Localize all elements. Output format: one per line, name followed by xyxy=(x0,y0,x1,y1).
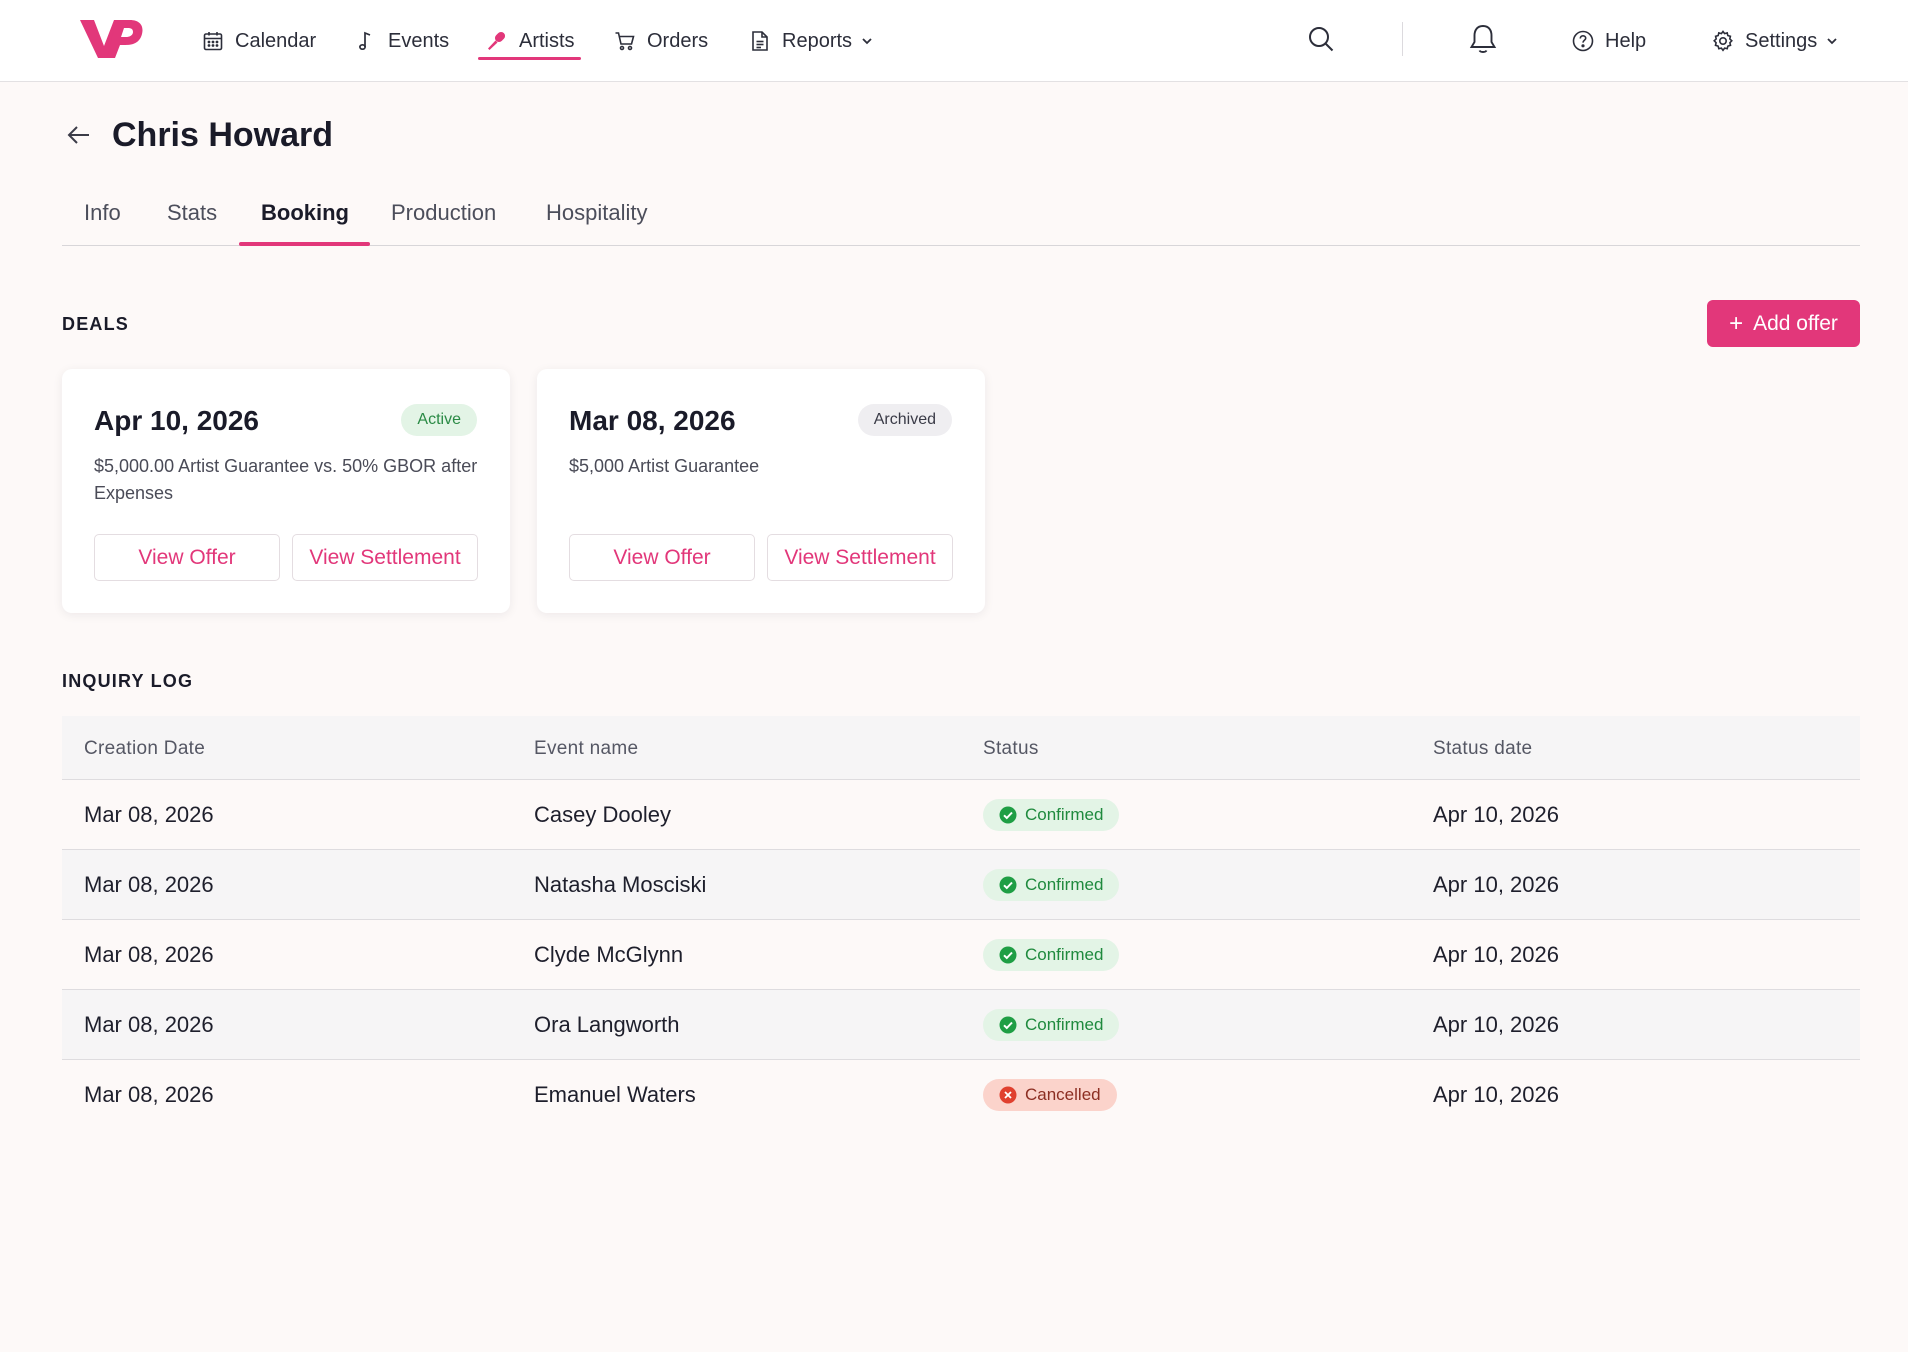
check-circle-icon xyxy=(999,806,1017,824)
event-name-cell: Ora Langworth xyxy=(534,1012,680,1037)
page-title: Chris Howard xyxy=(112,116,334,154)
inquiry-log-section-title: INQUIRY LOG xyxy=(62,671,194,691)
column-header-creation-date[interactable]: Creation Date xyxy=(84,738,206,759)
tab-production[interactable]: Production xyxy=(391,200,497,225)
bell-icon xyxy=(1469,25,1497,53)
active-nav-indicator xyxy=(478,57,581,60)
search-button[interactable] xyxy=(1306,24,1336,54)
arrow-left-icon xyxy=(67,126,89,144)
nav-events-label: Events xyxy=(388,29,450,52)
top-navigation-bar: Calendar Events Artists Orders Reports xyxy=(0,0,1908,82)
event-name-cell: Natasha Mosciski xyxy=(534,872,707,897)
column-header-status[interactable]: Status xyxy=(983,738,1039,759)
notifications-button[interactable] xyxy=(1468,22,1498,56)
creation-date-cell: Mar 08, 2026 xyxy=(84,1082,214,1107)
search-icon xyxy=(1309,27,1334,52)
table-row[interactable]: Mar 08, 2026 Emanuel Waters Cancelled Ap… xyxy=(62,1060,1860,1130)
back-button[interactable] xyxy=(64,120,94,150)
microphone-icon xyxy=(485,29,509,53)
help-label: Help xyxy=(1605,29,1647,52)
tab-stats[interactable]: Stats xyxy=(167,200,218,225)
x-circle-icon xyxy=(999,1086,1017,1104)
deal-description: $5,000.00 Artist Guarantee vs. 50% GBOR … xyxy=(94,456,478,503)
creation-date-cell: Mar 08, 2026 xyxy=(84,802,214,827)
deals-section-title: DEALS xyxy=(62,314,130,334)
music-note-icon xyxy=(354,29,378,53)
cart-icon xyxy=(613,29,637,53)
table-row[interactable]: Mar 08, 2026 Ora Langworth Confirmed Apr… xyxy=(62,990,1860,1060)
event-name-cell: Clyde McGlynn xyxy=(534,942,684,967)
document-icon xyxy=(748,29,772,53)
column-header-event-name[interactable]: Event name xyxy=(534,738,639,759)
status-badge: Confirmed xyxy=(983,939,1120,971)
nav-artists-label: Artists xyxy=(519,29,575,52)
column-header-status-date[interactable]: Status date xyxy=(1433,738,1533,759)
status-badge: Confirmed xyxy=(983,869,1120,901)
nav-calendar-label: Calendar xyxy=(235,29,317,52)
check-circle-icon xyxy=(999,1016,1017,1034)
status-label: Confirmed xyxy=(1025,875,1104,894)
table-row[interactable]: Mar 08, 2026 Natasha Mosciski Confirmed … xyxy=(62,850,1860,920)
add-offer-button[interactable]: + Add offer xyxy=(1707,300,1860,347)
nav-divider xyxy=(1402,22,1403,56)
help-circle-icon xyxy=(1571,29,1595,53)
status-label: Confirmed xyxy=(1025,805,1104,824)
chevron-down-icon xyxy=(1825,34,1839,48)
creation-date-cell: Mar 08, 2026 xyxy=(84,872,214,897)
view-settlement-button[interactable]: View Settlement xyxy=(767,534,953,581)
creation-date-cell: Mar 08, 2026 xyxy=(84,942,214,967)
tab-booking[interactable]: Booking xyxy=(261,200,349,225)
nav-reports[interactable]: Reports xyxy=(748,22,874,60)
status-date-cell: Apr 10, 2026 xyxy=(1433,1082,1559,1107)
add-offer-label: Add offer xyxy=(1753,311,1838,335)
status-badge: Archived xyxy=(857,404,952,436)
status-date-cell: Apr 10, 2026 xyxy=(1433,1012,1559,1037)
gear-icon xyxy=(1711,29,1735,53)
table-row[interactable]: Mar 08, 2026 Casey Dooley Confirmed Apr … xyxy=(62,780,1860,850)
event-name-cell: Casey Dooley xyxy=(534,802,671,827)
tab-info[interactable]: Info xyxy=(84,200,121,225)
view-settlement-button[interactable]: View Settlement xyxy=(292,534,478,581)
active-tab-indicator xyxy=(239,242,370,246)
status-badge: Confirmed xyxy=(983,799,1120,831)
nav-orders-label: Orders xyxy=(647,29,709,52)
view-offer-button[interactable]: View Offer xyxy=(569,534,755,581)
table-header: Creation Date Event name Status Status d… xyxy=(62,716,1860,780)
nav-reports-label: Reports xyxy=(782,29,853,52)
table-row[interactable]: Mar 08, 2026 Clyde McGlynn Confirmed Apr… xyxy=(62,920,1860,990)
inquiry-log-table: Creation Date Event name Status Status d… xyxy=(62,716,1860,1130)
status-badge: Cancelled xyxy=(983,1079,1117,1111)
nav-orders[interactable]: Orders xyxy=(613,22,708,60)
view-offer-button[interactable]: View Offer xyxy=(94,534,280,581)
creation-date-cell: Mar 08, 2026 xyxy=(84,1012,214,1037)
settings-menu[interactable]: Settings xyxy=(1711,22,1839,60)
deal-description: $5,000 Artist Guarantee xyxy=(569,456,760,476)
nav-calendar[interactable]: Calendar xyxy=(201,22,316,60)
status-date-cell: Apr 10, 2026 xyxy=(1433,802,1559,827)
status-label: Confirmed xyxy=(1025,945,1104,964)
status-label: Cancelled xyxy=(1025,1085,1101,1104)
nav-artists[interactable]: Artists xyxy=(485,22,575,60)
status-badge: Active xyxy=(401,404,477,436)
status-date-cell: Apr 10, 2026 xyxy=(1433,872,1559,897)
artist-tabs: Info Stats Booking Production Hospitalit… xyxy=(62,194,1860,246)
check-circle-icon xyxy=(999,946,1017,964)
chevron-down-icon xyxy=(860,34,874,48)
help-link[interactable]: Help xyxy=(1571,22,1646,60)
status-date-cell: Apr 10, 2026 xyxy=(1433,942,1559,967)
tab-hospitality[interactable]: Hospitality xyxy=(546,200,648,225)
status-badge: Confirmed xyxy=(983,1009,1120,1041)
deal-card: Apr 10, 2026 Active $5,000.00 Artist Gua… xyxy=(62,369,510,613)
check-circle-icon xyxy=(999,876,1017,894)
settings-label: Settings xyxy=(1745,29,1818,52)
deal-card: Mar 08, 2026 Archived $5,000 Artist Guar… xyxy=(537,369,985,613)
deal-date: Mar 08, 2026 xyxy=(569,405,736,436)
nav-events[interactable]: Events xyxy=(354,22,449,60)
brand-logo[interactable] xyxy=(78,18,144,60)
status-label: Confirmed xyxy=(1025,1015,1104,1034)
calendar-icon xyxy=(201,29,225,53)
deal-date: Apr 10, 2026 xyxy=(94,405,259,436)
event-name-cell: Emanuel Waters xyxy=(534,1082,696,1107)
plus-icon: + xyxy=(1729,309,1744,337)
